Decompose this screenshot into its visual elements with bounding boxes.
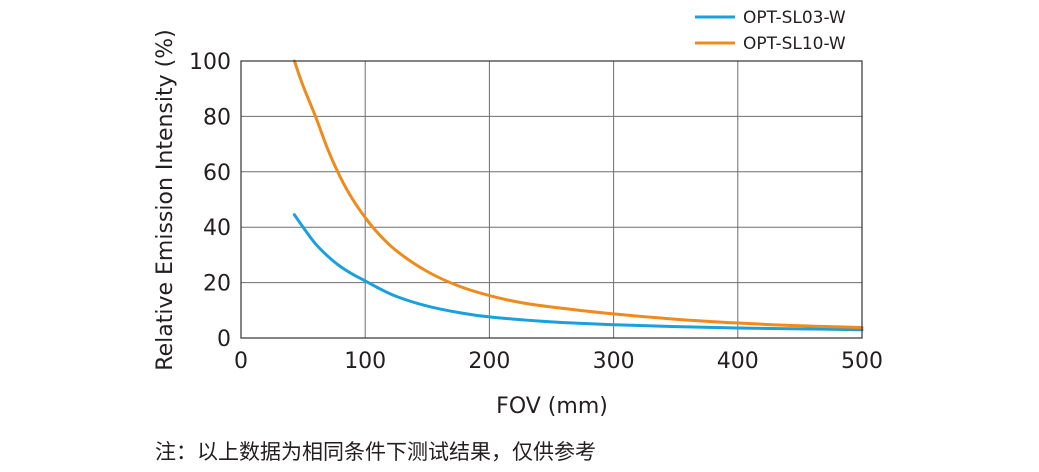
- x-tick-label: 0: [234, 349, 248, 374]
- x-tick-label: 100: [344, 349, 386, 374]
- series-line-0: [292, 213, 864, 332]
- x-tick-label: 400: [717, 349, 759, 374]
- legend-label-1: OPT-SL10-W: [743, 34, 846, 54]
- series-line-1: [292, 59, 864, 329]
- y-tick-label: 0: [217, 327, 231, 352]
- x-tick-label: 500: [841, 349, 883, 374]
- y-axis-ticks: 0 20 40 60 80 100: [189, 50, 231, 352]
- y-axis-title: Relative Emission Intensity (%): [153, 29, 178, 370]
- x-axis-title: FOV (mm): [496, 394, 608, 419]
- plot-frame: [240, 60, 863, 339]
- series-lines: [292, 59, 864, 332]
- x-axis-ticks: 0 100 200 300 400 500: [234, 349, 883, 374]
- y-tick-label: 20: [203, 272, 231, 297]
- legend: OPT-SL03-W OPT-SL10-W: [695, 8, 846, 54]
- y-tick-label: 60: [203, 161, 231, 186]
- footnote: 注：以上数据为相同条件下测试结果，仅供参考: [155, 440, 596, 464]
- legend-label-0: OPT-SL03-W: [743, 8, 846, 28]
- y-tick-label: 80: [203, 105, 231, 130]
- x-tick-label: 300: [593, 349, 635, 374]
- y-tick-label: 100: [189, 50, 231, 75]
- y-tick-label: 40: [203, 216, 231, 241]
- x-tick-label: 200: [468, 349, 510, 374]
- plot-background: [241, 61, 862, 338]
